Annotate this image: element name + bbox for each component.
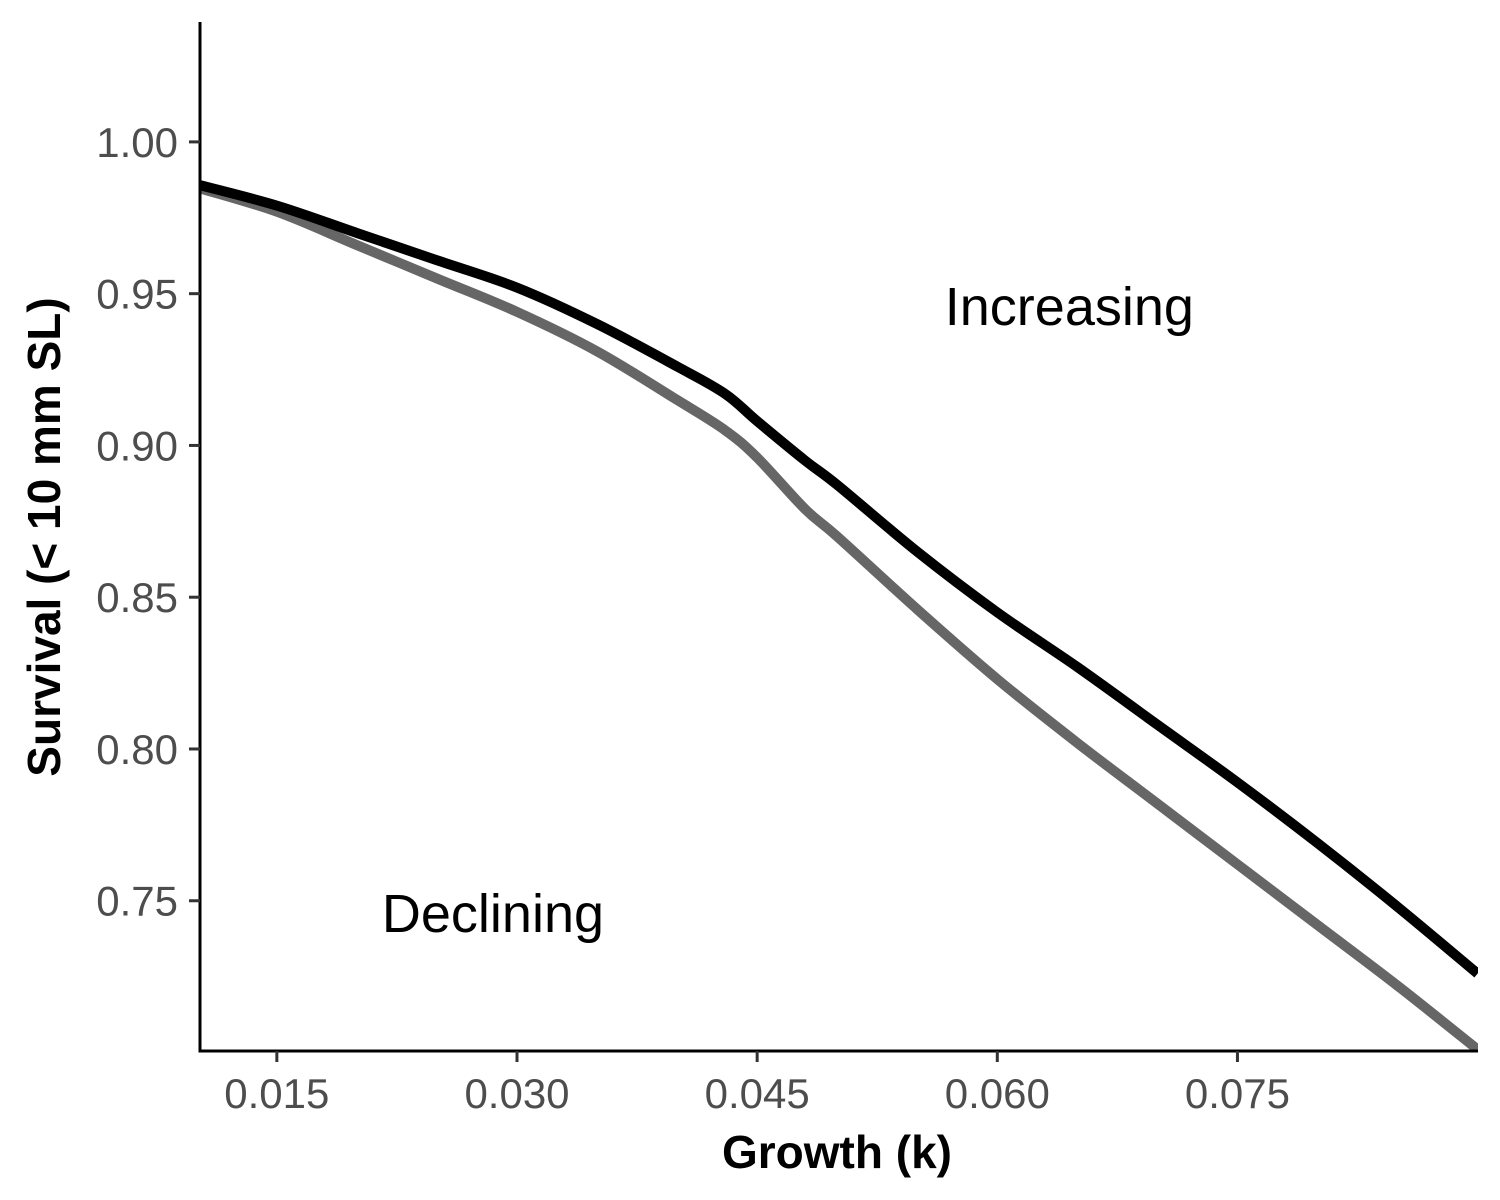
y-tick-label: 0.90: [96, 422, 178, 469]
annotation-declining: Declining: [382, 884, 604, 944]
x-tick-label: 0.075: [1185, 1070, 1290, 1117]
x-axis-title: Growth (k): [722, 1126, 952, 1178]
y-tick-label: 0.75: [96, 878, 178, 925]
x-tick-label: 0.045: [705, 1070, 810, 1117]
y-tick-label: 1.00: [96, 119, 178, 166]
annotation-increasing: Increasing: [945, 277, 1194, 337]
series-layer: [200, 180, 1478, 1051]
y-axis-ticks: 0.75 0.80 0.85 0.90 0.95 1.00: [96, 119, 200, 925]
x-tick-label: 0.060: [945, 1070, 1050, 1117]
x-tick-label: 0.030: [464, 1070, 569, 1117]
y-tick-label: 0.80: [96, 726, 178, 773]
series-line-declining: [200, 183, 1478, 1051]
x-tick-label: 0.015: [224, 1070, 329, 1117]
x-axis-ticks: 0.015 0.030 0.045 0.060 0.075: [224, 1051, 1290, 1117]
annotation-layer: Increasing Declining: [382, 277, 1194, 944]
y-axis-title: Survival (< 10 mm SL): [18, 297, 70, 776]
series-line-increasing: [200, 180, 1478, 978]
y-tick-label: 0.85: [96, 574, 178, 621]
y-tick-label: 0.95: [96, 271, 178, 318]
